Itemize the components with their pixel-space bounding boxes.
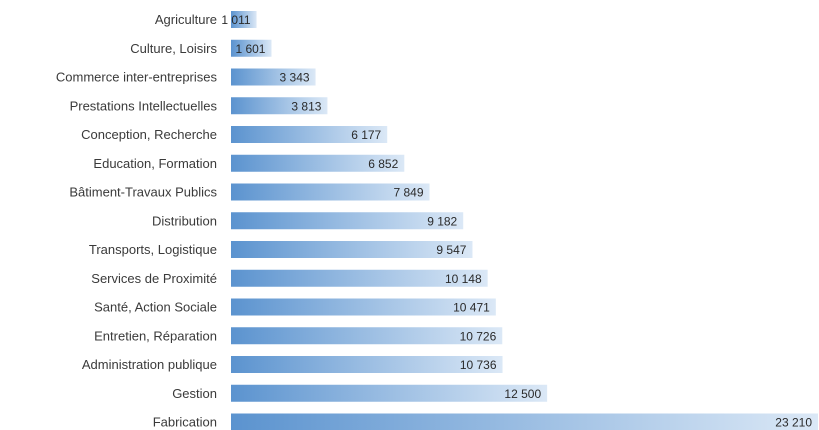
category-label: Transports, Logistique	[89, 242, 217, 257]
bar-11	[231, 327, 503, 345]
value-labels-group: 1 011 1 601 3 343 3 813 6 177 6 852 7 849 9 182…	[221, 13, 812, 430]
bar-12	[231, 356, 503, 373]
value-label: 6 177	[351, 128, 381, 142]
bars-group	[231, 11, 818, 430]
bar-5	[231, 154, 405, 172]
category-label: Administration publique	[82, 357, 217, 372]
bar-9	[231, 269, 488, 287]
value-label: 10 471	[453, 301, 490, 315]
value-label: 6 852	[368, 157, 398, 171]
category-label: Fabrication	[153, 415, 217, 430]
value-label: 23 210	[775, 416, 812, 430]
value-label: 12 500	[504, 387, 541, 401]
bar-13	[231, 384, 548, 402]
category-label: Prestations Intellectuelles	[70, 98, 218, 113]
category-label: Santé, Action Sociale	[94, 300, 217, 315]
bar-3	[231, 97, 328, 115]
value-label: 1 011	[221, 13, 250, 27]
value-label: 1 601	[235, 42, 265, 56]
value-label: 9 182	[427, 214, 457, 228]
category-label: Education, Formation	[93, 156, 217, 171]
value-label: 10 726	[460, 329, 497, 343]
value-label: 3 813	[291, 99, 321, 113]
value-label: 9 547	[436, 243, 466, 257]
bar-14	[231, 413, 818, 430]
bar-2	[231, 68, 316, 86]
category-label: Commerce inter-entreprises	[56, 70, 218, 85]
category-label: Bâtiment-Travaux Publics	[69, 185, 217, 200]
category-label: Distribution	[152, 213, 217, 228]
category-label: Culture, Loisirs	[130, 41, 217, 56]
bar-4	[231, 126, 388, 143]
bar-10	[231, 298, 496, 316]
bar-6	[231, 183, 430, 201]
category-label: Entretien, Réparation	[94, 328, 217, 343]
value-label: 3 343	[280, 71, 310, 85]
value-label: 7 849	[393, 186, 423, 200]
category-label: Gestion	[172, 386, 217, 401]
bar-1	[231, 39, 272, 57]
bar-7	[231, 212, 464, 230]
value-label: 10 736	[460, 358, 497, 372]
value-label: 10 148	[445, 272, 482, 286]
category-labels-group: Agriculture Culture, Loisirs Commerce inte…	[56, 12, 218, 430]
bar-0	[231, 11, 257, 28]
category-label: Services de Proximité	[91, 271, 217, 286]
category-label: Agriculture	[155, 12, 217, 27]
bar-8	[231, 241, 473, 258]
category-label: Conception, Recherche	[81, 127, 217, 142]
